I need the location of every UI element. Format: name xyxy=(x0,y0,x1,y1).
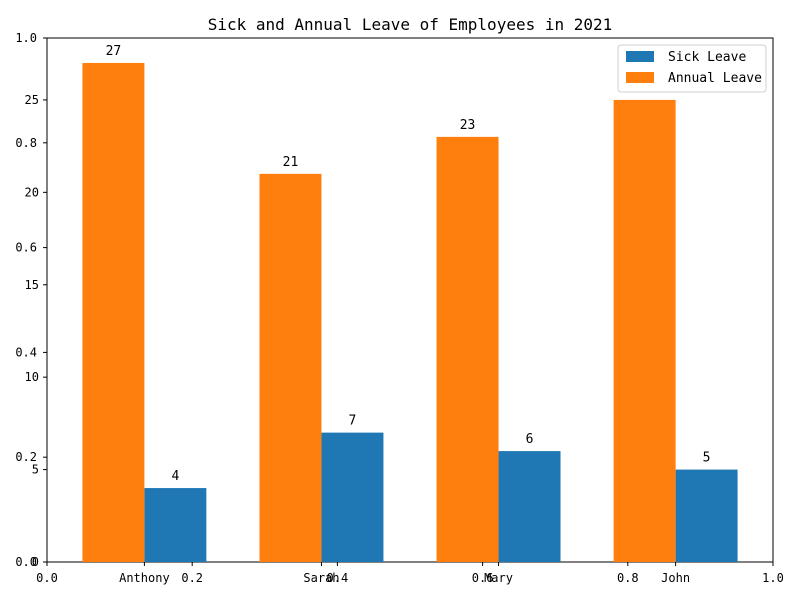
bar-sick-leave-john xyxy=(675,469,738,562)
bar-value-label: 6 xyxy=(526,432,534,447)
bar-annual-leave-mary xyxy=(436,136,499,562)
bar-value-label: 7 xyxy=(349,414,357,429)
bar-value-label: 5 xyxy=(703,451,711,466)
y-axis: 0 5 10 15 20 25 xyxy=(25,93,47,569)
overlay-x-tick-label: 0.6 xyxy=(472,571,494,585)
overlay-x-tick-label: 0.2 xyxy=(181,571,203,585)
overlay-y-tick-label: 1.0 xyxy=(15,31,37,45)
bar-value-label: 23 xyxy=(460,118,476,133)
y-tick-label: 25 xyxy=(25,93,39,107)
overlay-x-tick-label: 0.8 xyxy=(617,571,639,585)
overlay-y-tick-label: 0.6 xyxy=(15,241,37,255)
bars-layer xyxy=(82,62,738,562)
x-tick-label: Anthony xyxy=(119,571,170,585)
x-tick-label: John xyxy=(661,571,690,585)
bar-value-label: 4 xyxy=(171,469,179,484)
overlay-x-tick-label: 0.0 xyxy=(36,571,58,585)
bar-sick-leave-anthony xyxy=(144,488,207,562)
legend-label-annual-leave: Annual Leave xyxy=(668,71,762,86)
bar-sick-leave-mary xyxy=(498,451,561,562)
legend-frame xyxy=(617,44,767,93)
bar-value-label: 21 xyxy=(283,155,299,170)
bar-sick-leave-sarah xyxy=(321,432,384,562)
plot-frame xyxy=(46,37,774,563)
chart-title: Sick and Annual Leave of Employees in 20… xyxy=(208,15,613,34)
y-tick-label: 15 xyxy=(25,278,39,292)
x-axis: Anthony Sarah Mary John xyxy=(119,562,690,585)
x-tick-label: Sarah xyxy=(303,571,339,585)
overlay-axis: 0.0 0.0 0.2 0.2 0.4 0.4 0.6 0.6 0.8 0.8 1.0 1.0 xyxy=(15,31,784,585)
bar-value-label: 27 xyxy=(106,44,122,59)
overlay-x-tick-label: 1.0 xyxy=(762,571,784,585)
bar-annual-leave-sarah xyxy=(259,173,322,562)
overlay-y-tick-label: 0.2 xyxy=(15,450,37,464)
y-tick-label: 20 xyxy=(25,185,39,199)
x-tick-label: Mary xyxy=(484,571,513,585)
overlay-y-tick-label: 0.8 xyxy=(15,136,37,150)
bar-annual-leave-john xyxy=(613,99,676,562)
legend-label-sick-leave: Sick Leave xyxy=(668,50,746,65)
y-tick-label: 5 xyxy=(32,463,39,477)
overlay-x-tick-label: 0.4 xyxy=(327,571,349,585)
y-tick-label: 10 xyxy=(25,370,39,384)
overlay-y-tick-label: 0.4 xyxy=(15,345,37,359)
overlay-y-tick-label: 0.0 xyxy=(15,555,37,569)
bar-annual-leave-anthony xyxy=(82,62,145,562)
y-tick-label: 0 xyxy=(32,555,39,569)
legend-swatch-sick-leave xyxy=(626,51,654,62)
legend: Sick Leave Annual Leave xyxy=(617,44,767,93)
legend-swatch-annual-leave xyxy=(626,72,654,83)
